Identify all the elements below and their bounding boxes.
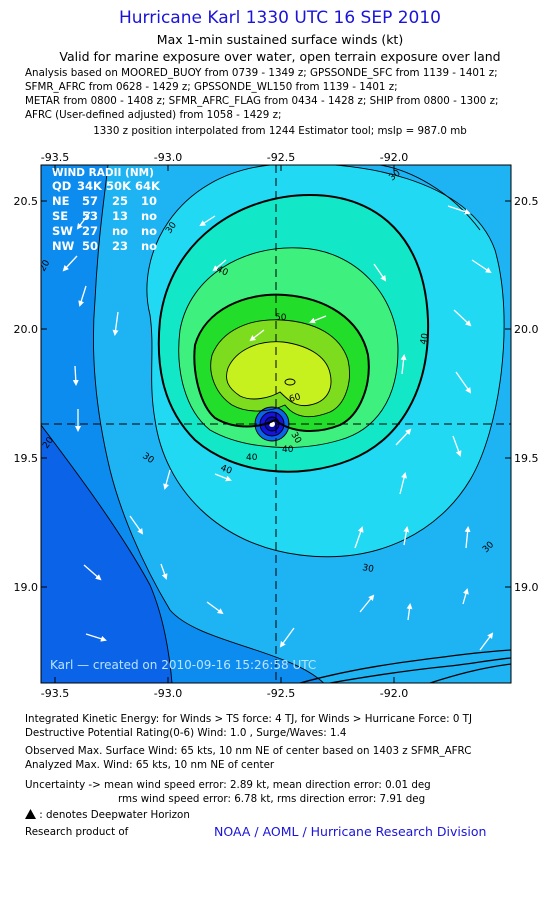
- contour-label: 40: [282, 445, 294, 455]
- uncertainty-line: Uncertainty -> mean wind speed error: 2.…: [25, 779, 431, 791]
- wind-band-max: [226, 341, 332, 406]
- lon-labels-top: -93.5 -93.0 -92.5 -92.0: [41, 151, 408, 164]
- oil-rig-icon: [25, 809, 36, 819]
- lat-labels-right: 20.5 20.0 19.5 19.0: [514, 195, 539, 594]
- contour-label: 60: [288, 392, 302, 405]
- lat-tick-label: 19.0: [514, 581, 539, 594]
- wind-radii-table: WIND RADII (NM) QD 34K 50K 64K NE 57 25 …: [52, 167, 161, 253]
- lat-tick-label: 19.5: [14, 452, 39, 465]
- wind-radii-row-nw-34k: 50: [82, 239, 98, 253]
- contour-lines: [41, 165, 505, 683]
- wind-radii-row-nw-64k: no: [141, 239, 157, 253]
- analysis-line: AFRC (User-defined adjusted) from 1058 -…: [25, 109, 282, 121]
- contour-label: 40: [219, 463, 233, 476]
- wind-field-map: WIND RADII (NM) QD 34K 50K 64K NE 57 25 …: [14, 151, 539, 700]
- wind-radii-row-ne-34k: 57: [82, 194, 98, 208]
- lon-tick-label: -92.5: [267, 151, 295, 164]
- lon-tick-label: -93.0: [154, 151, 182, 164]
- wind-radii-row-se-34k: 53: [82, 209, 98, 223]
- lat-tick-label: 20.5: [14, 195, 39, 208]
- map-validity: Valid for marine exposure over water, op…: [59, 49, 501, 64]
- dpr-line: Destructive Potential Rating(0-6) Wind: …: [25, 727, 347, 739]
- deepwater-legend: : denotes Deepwater Horizon: [25, 809, 190, 821]
- contour-label: 40: [246, 453, 258, 463]
- axis-ticks: [41, 165, 511, 683]
- contour-label: 30: [361, 563, 374, 575]
- wind-radii-header-50k: 50K: [106, 179, 132, 193]
- map-title: Hurricane Karl 1330 UTC 16 SEP 2010: [118, 8, 441, 28]
- observed-max-line: Observed Max. Surface Wind: 65 kts, 10 n…: [25, 745, 472, 757]
- wind-radii-row-ne-qd: NE: [52, 194, 70, 208]
- lon-tick-label: -93.5: [41, 151, 69, 164]
- lon-tick-label: -92.0: [380, 687, 408, 700]
- wind-radii-header-34k: 34K: [77, 179, 103, 193]
- contour-label: 40: [215, 265, 230, 279]
- lat-tick-label: 19.5: [514, 452, 539, 465]
- wind-radii-row-sw-34k: 27: [82, 224, 98, 238]
- lat-tick-label: 20.0: [514, 323, 539, 336]
- lon-tick-label: -92.0: [380, 151, 408, 164]
- wind-radii-title: WIND RADII (NM): [52, 167, 154, 179]
- lat-labels-left: 20.5 20.0 19.5 19.0: [14, 195, 39, 594]
- contour-label: 40: [419, 332, 431, 345]
- ike-line: Integrated Kinetic Energy: for Winds > T…: [25, 713, 472, 725]
- noaa-credit: NOAA / AOML / Hurricane Research Divisio…: [214, 824, 487, 839]
- wind-radii-row-nw-qd: NW: [52, 239, 75, 253]
- deepwater-note: : denotes Deepwater Horizon: [39, 809, 190, 821]
- wind-radii-row-se-64k: no: [141, 209, 157, 223]
- analysis-line: Analysis based on MOORED_BUOY from 0739 …: [25, 67, 498, 79]
- center-crosshair: [41, 165, 511, 683]
- lon-tick-label: -93.0: [154, 687, 182, 700]
- wind-radii-row-se-50k: 13: [112, 209, 128, 223]
- uncertainty-rms-line: rms wind speed error: 6.78 kt, rms direc…: [118, 793, 426, 805]
- wind-radii-row-sw-64k: no: [141, 224, 157, 238]
- lat-tick-label: 20.0: [14, 323, 39, 336]
- lat-tick-label: 20.5: [514, 195, 539, 208]
- analysis-line: METAR from 0800 - 1408 z; SFMR_AFRC_FLAG…: [25, 95, 499, 107]
- map-credit: Karl — created on 2010-09-16 15:26:58 UT…: [50, 658, 316, 672]
- wind-radii-row-ne-50k: 25: [112, 194, 128, 208]
- lat-tick-label: 19.0: [14, 581, 39, 594]
- contour-labels: 30 30 30 30 20 20 30 40 40 40 50 60 40 4…: [38, 168, 496, 575]
- analysis-line: SFMR_AFRC from 0628 - 1429 z; GPSSONDE_W…: [25, 81, 398, 93]
- wind-radii-row-ne-64k: 10: [141, 194, 157, 208]
- wind-radii-header-64k: 64K: [135, 179, 161, 193]
- wind-vectors: [62, 205, 494, 651]
- research-label: Research product of: [25, 826, 129, 838]
- wind-band-low-sw: [41, 425, 172, 683]
- analyzed-max-line: Analyzed Max. Wind: 65 kts, 10 nm NE of …: [25, 759, 275, 771]
- contour-label: 50: [275, 313, 287, 323]
- lon-tick-label: -92.5: [267, 687, 295, 700]
- wind-radii-row-nw-50k: 23: [112, 239, 128, 253]
- lon-tick-label: -93.5: [41, 687, 69, 700]
- contour-label: 20: [38, 258, 53, 273]
- plot-frame: [40, 164, 512, 684]
- wind-radii-row-sw-qd: SW: [52, 224, 73, 238]
- map-subtitle: Max 1-min sustained surface winds (kt): [156, 32, 404, 47]
- land-outline: [299, 649, 511, 683]
- wind-radii-row-se-qd: SE: [52, 209, 68, 223]
- wind-radii-row-sw-50k: no: [112, 224, 128, 238]
- position-note: 1330 z position interpolated from 1244 E…: [93, 125, 467, 137]
- lon-labels-bottom: -93.5 -93.0 -92.5 -92.0: [41, 687, 408, 700]
- wind-radii-header-qd: QD: [52, 179, 71, 193]
